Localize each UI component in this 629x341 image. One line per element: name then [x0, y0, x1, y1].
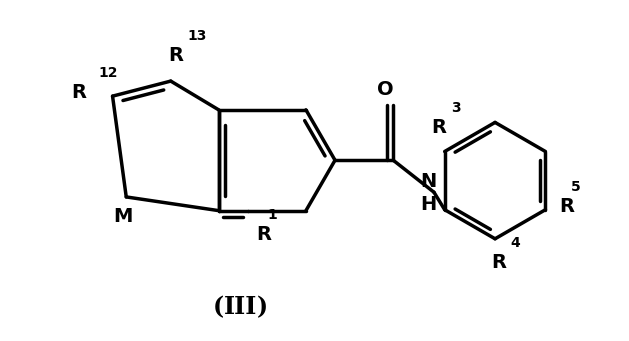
- Text: M: M: [113, 207, 133, 226]
- Text: 13: 13: [188, 29, 207, 43]
- Text: (: (: [213, 295, 224, 320]
- Text: O: O: [377, 80, 393, 99]
- Text: R: R: [72, 83, 87, 102]
- Text: R: R: [559, 197, 574, 216]
- Text: R: R: [256, 225, 271, 244]
- Text: III: III: [224, 295, 257, 320]
- Text: 5: 5: [571, 180, 581, 194]
- Text: N: N: [420, 173, 437, 191]
- Text: 1: 1: [267, 208, 277, 222]
- Text: 4: 4: [510, 236, 520, 250]
- Text: 3: 3: [451, 101, 460, 115]
- Text: R: R: [431, 118, 447, 137]
- Text: R: R: [491, 253, 506, 272]
- Text: 12: 12: [98, 66, 118, 80]
- Text: R: R: [169, 46, 184, 64]
- Text: ): ): [257, 295, 268, 320]
- Text: H: H: [420, 195, 437, 214]
